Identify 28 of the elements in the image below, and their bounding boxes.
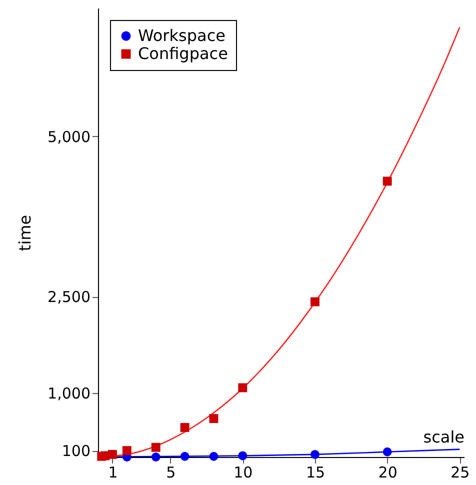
point	[151, 442, 160, 452]
y-tick-label: 100	[62, 442, 90, 460]
point	[209, 452, 218, 461]
point	[382, 447, 392, 456]
x-tick-label: 25	[450, 464, 470, 482]
point	[209, 414, 218, 423]
point	[310, 297, 320, 306]
y-tick-label: 2,500	[48, 288, 90, 306]
y-tick-label: 1,000	[48, 384, 90, 402]
point	[180, 452, 190, 461]
legend-label: Configpace	[138, 44, 228, 63]
point	[310, 450, 320, 459]
x-tick-label: 15	[306, 464, 326, 482]
x-tick-label: 5	[166, 464, 176, 482]
x-tick-label: 20	[378, 464, 398, 482]
point	[238, 451, 248, 460]
y-tick-label: 5,000	[48, 128, 90, 146]
x-axis-title: scale	[423, 428, 464, 446]
point	[108, 450, 117, 459]
legend-label: Workspace	[138, 26, 226, 45]
x-tick-label: 1	[108, 464, 118, 482]
point	[122, 446, 132, 456]
point	[151, 452, 160, 462]
point	[238, 383, 248, 392]
point	[382, 176, 392, 186]
y-axis-title: time	[16, 214, 35, 252]
x-tick-label: 10	[234, 464, 253, 482]
point	[180, 423, 190, 432]
